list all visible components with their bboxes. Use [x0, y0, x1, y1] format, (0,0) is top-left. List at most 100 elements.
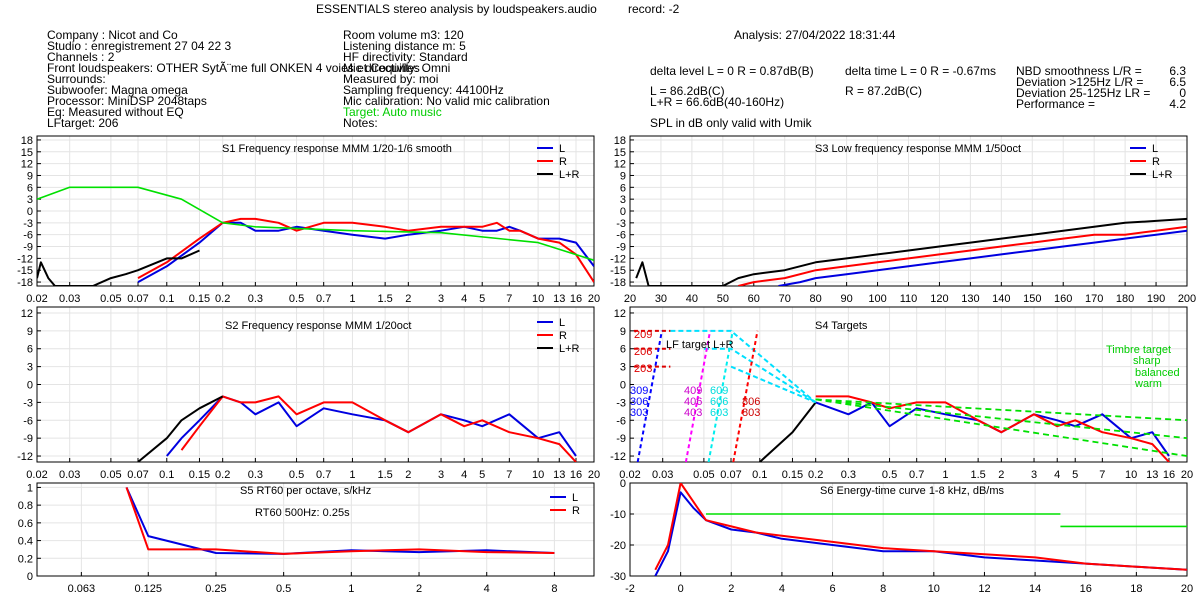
x-tick-label: 0.2 — [215, 469, 230, 481]
x-tick-label: 0.07 — [127, 293, 148, 305]
y-tick-label: -15 — [17, 265, 33, 277]
chart-s4: 0.02 0.03 0.05 0.07 0.1 0.15 0.2 0.3 0.5 0.7 1 1.5 2… — [610, 306, 1193, 481]
y-tick-label: 0 — [620, 380, 626, 392]
chart-title: S6 Energy-time curve 1-8 kHz, dB/ms — [820, 485, 1005, 497]
x-tick-label: 1 — [349, 293, 355, 305]
x-tick-label: 1 — [942, 469, 948, 481]
x-tick-label: 16 — [570, 293, 582, 305]
x-tick-label: 20 — [588, 293, 600, 305]
info-line: Surrounds: — [47, 72, 106, 86]
y-tick-label: -20 — [610, 540, 626, 552]
lf-label-red: 206 — [634, 346, 652, 358]
y-tick-label: 0 — [620, 478, 626, 490]
x-tick-label: 6 — [829, 583, 835, 595]
lf-ramp-line — [684, 330, 712, 463]
y-tick-label: -9 — [23, 433, 33, 445]
lf-target-line — [703, 347, 817, 404]
x-tick-label: 10 — [928, 583, 940, 595]
x-tick-label: 140 — [992, 293, 1010, 305]
lf-label-red: 203 — [634, 363, 652, 375]
y-tick-label: 0 — [620, 206, 626, 218]
x-tick-label: 0.05 — [693, 469, 714, 481]
x-tick-label: 0.1 — [159, 469, 174, 481]
lf-target-label: LF target L+R — [666, 339, 734, 351]
info-line: Processor: MiniDSP 2048taps — [47, 94, 207, 108]
chart-s3: 20 30 40 50 60 70 80 90 100 110 120 130 140 150 160 170… — [610, 135, 1196, 305]
y-tick-label: 12 — [21, 308, 33, 320]
x-tick-label: 18 — [1130, 583, 1142, 595]
x-tick-label: 0.3 — [248, 293, 263, 305]
lf-target-line — [730, 365, 817, 404]
x-tick-label: 0.15 — [189, 293, 210, 305]
y-tick-label: -18 — [610, 277, 626, 289]
y-tick-label: 15 — [614, 147, 626, 159]
x-tick-label: 16 — [570, 469, 582, 481]
x-tick-label: 4 — [1054, 469, 1060, 481]
x-tick-label: 0.5 — [276, 583, 291, 595]
x-tick-label: 0.2 — [215, 293, 230, 305]
y-tick-label: 0.8 — [18, 500, 33, 512]
info-line: Listening distance m: 5 — [343, 39, 466, 53]
y-tick-label: 12 — [614, 159, 626, 171]
x-tick-label: 5 — [479, 293, 485, 305]
y-tick-label: -12 — [610, 451, 626, 463]
lf-ramp-line — [636, 330, 663, 463]
series-r-line — [654, 483, 1187, 571]
lf-ramp-line — [707, 330, 734, 463]
chart-s1: 0.02 0.03 0.05 0.07 0.1 0.15 0.2 0.3 0.5 0.7 1 1.5 2… — [17, 135, 600, 305]
x-tick-label: 2 — [728, 583, 734, 595]
lf-label-magenta: 409 — [684, 385, 702, 397]
y-tick-label: 9 — [620, 326, 626, 338]
x-tick-label: 190 — [1147, 293, 1165, 305]
y-tick-label: 3 — [27, 194, 33, 206]
lf-label-magenta: 406 — [684, 396, 702, 408]
chart-title: S5 RT60 per octave, s/kHz — [240, 485, 371, 497]
lf-label-darkred: 803 — [742, 407, 760, 419]
x-tick-label: 120 — [930, 293, 948, 305]
x-tick-label: 90 — [840, 293, 852, 305]
stat-label: NBD smoothness L/R = — [1016, 64, 1142, 78]
y-tick-label: 3 — [620, 194, 626, 206]
legend-label: L+R — [1152, 169, 1173, 181]
y-tick-label: -12 — [17, 253, 33, 265]
info-line: Mic calibration: No valid mic calibratio… — [343, 94, 550, 108]
legend-label: R — [559, 330, 567, 342]
lf-label-blue: 306 — [630, 396, 648, 408]
x-tick-label: 10 — [532, 469, 544, 481]
series-r-line — [180, 395, 577, 462]
info-line: HF directivity: Standard — [343, 50, 468, 64]
stat-value: 4.2 — [1169, 97, 1186, 111]
y-tick-label: 6 — [620, 344, 626, 356]
x-tick-label: 0.15 — [782, 469, 803, 481]
analysis-date: Analysis: 27/04/2022 18:31:44 — [734, 28, 896, 42]
x-tick-label: 0.03 — [59, 469, 80, 481]
y-tick-label: -30 — [610, 571, 626, 583]
timbre-label: Timbre target — [1106, 344, 1171, 356]
target-line: Target: Auto music — [343, 105, 442, 119]
timbre-label: sharp — [1133, 355, 1161, 367]
x-tick-label: 0.5 — [882, 469, 897, 481]
notes-line: Notes: — [343, 116, 378, 130]
x-tick-label: 2 — [405, 293, 411, 305]
series-l-line — [778, 229, 1187, 286]
lf-label-cyan: 603 — [710, 407, 728, 419]
legend-label: L+R — [559, 343, 580, 355]
series-r-line — [125, 487, 555, 555]
series-r-line — [738, 225, 1187, 286]
x-tick-label: 4 — [461, 469, 467, 481]
x-tick-label: 16 — [1080, 583, 1092, 595]
chart-s5: 0.063 0.125 0.25 0.5 1 2 4 8 1 0.8 0.6 0.4 0.2 0 S5 RT… — [18, 482, 595, 595]
x-tick-label: 1.5 — [377, 293, 392, 305]
x-tick-label: 0.1 — [159, 293, 174, 305]
series-l-line — [166, 395, 577, 457]
x-tick-label: 150 — [1023, 293, 1041, 305]
x-tick-label: 13 — [553, 293, 565, 305]
y-tick-label: -6 — [616, 230, 626, 242]
x-tick-label: 0.15 — [189, 469, 210, 481]
info-line: Measured by: moi — [343, 72, 439, 86]
x-tick-label: 12 — [978, 583, 990, 595]
x-tick-label: 0.07 — [720, 469, 741, 481]
stat-label: Deviation 25-125Hz LR = — [1016, 86, 1151, 100]
stat-value: 6.5 — [1169, 75, 1186, 89]
